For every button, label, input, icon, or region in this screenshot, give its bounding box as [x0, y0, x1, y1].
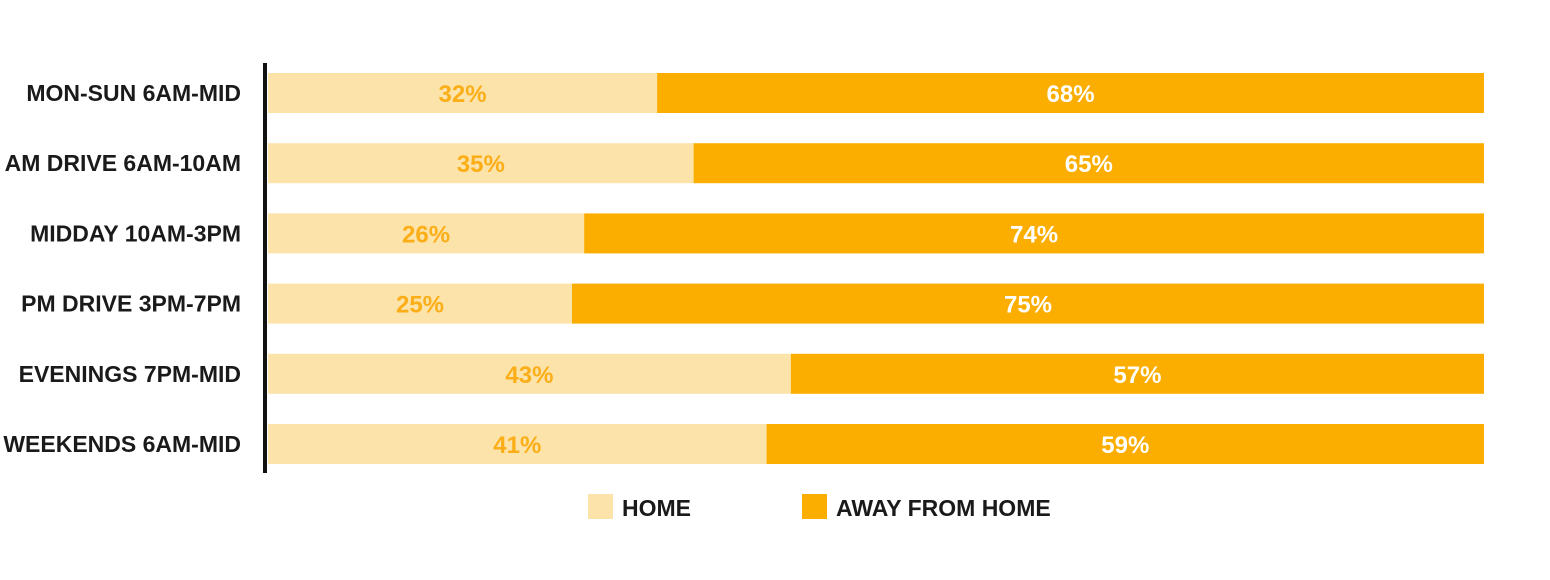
- data-label-away-from-home: 65%: [1065, 151, 1113, 178]
- bar-away-from-home: [584, 213, 1484, 254]
- category-label: PM DRIVE 3PM-7PM: [21, 291, 241, 317]
- data-label-away-from-home: 75%: [1004, 292, 1052, 319]
- bar-away-from-home: [572, 283, 1484, 324]
- bar-away-from-home: [657, 73, 1484, 113]
- category-label: MON-SUN 6AM-MID: [26, 80, 241, 106]
- bar-away-from-home: [790, 353, 1484, 394]
- category-label: AM DRIVE 6AM-10AM: [5, 150, 241, 176]
- bar-away-from-home: [693, 143, 1484, 184]
- data-label-home: 26%: [402, 221, 450, 248]
- data-label-away-from-home: 57%: [1113, 362, 1161, 389]
- data-label-home: 41%: [493, 432, 541, 459]
- legend-swatch-home: [588, 494, 613, 519]
- data-label-home: 43%: [505, 362, 553, 389]
- data-label-away-from-home: 74%: [1010, 221, 1058, 248]
- legend: HOME AWAY FROM HOME: [588, 494, 1051, 521]
- category-label: EVENINGS 7PM-MID: [19, 361, 241, 387]
- legend-label-away-from-home: AWAY FROM HOME: [836, 495, 1051, 521]
- bar-home: [268, 283, 572, 324]
- bar-home: [268, 424, 767, 464]
- bar-home: [268, 353, 791, 394]
- bars-layer: 32% 68% 35% 65% 26% 74% 25% 75% 43% 57% 41% 59%: [268, 73, 1484, 464]
- legend-label-home: HOME: [622, 495, 691, 521]
- data-label-home: 35%: [457, 151, 505, 178]
- data-label-away-from-home: 59%: [1101, 432, 1149, 459]
- category-labels: MON-SUN 6AM-MID AM DRIVE 6AM-10AM MIDDAY 1…: [3, 80, 241, 457]
- data-label-home: 25%: [396, 292, 444, 319]
- data-label-away-from-home: 68%: [1047, 81, 1095, 108]
- bar-home: [268, 143, 694, 184]
- bar-away-from-home: [766, 424, 1484, 464]
- category-label: WEEKENDS 6AM-MID: [3, 431, 241, 457]
- data-label-home: 32%: [439, 81, 487, 108]
- category-label: MIDDAY 10AM-3PM: [30, 220, 241, 246]
- legend-swatch-away-from-home: [802, 494, 827, 519]
- bar-home: [268, 213, 585, 254]
- bar-home: [268, 73, 658, 113]
